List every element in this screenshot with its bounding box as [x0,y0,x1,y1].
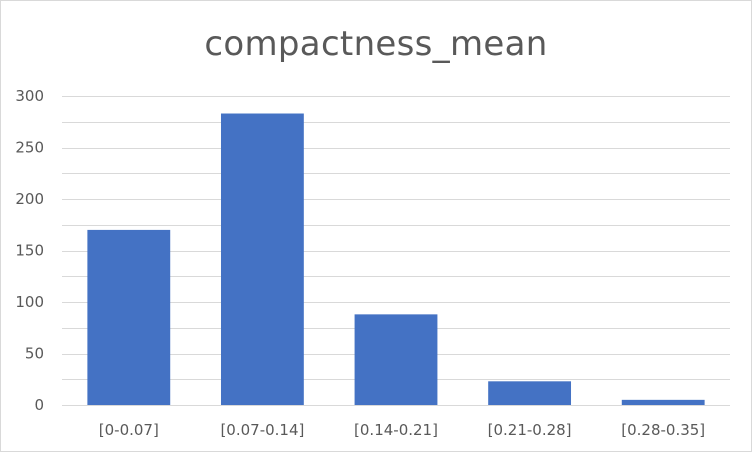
x-tick-label: [0.21-0.28] [488,421,572,439]
y-tick-label: 0 [34,396,44,414]
bar [354,314,438,405]
x-tick-label: [0.07-0.14] [220,421,304,439]
x-tick-label: [0.14-0.21] [354,421,438,439]
chart-title: compactness_mean [204,24,548,64]
y-tick-label: 100 [15,293,44,311]
y-tick-label: 150 [15,242,44,260]
bar [87,229,171,405]
bar [220,113,304,405]
y-tick-label: 250 [15,139,44,157]
x-tick-label: [0-0.07] [99,421,159,439]
y-tick-label: 300 [15,87,44,105]
y-tick-label: 200 [15,190,44,208]
x-tick-label: [0.28-0.35] [621,421,705,439]
bar [621,399,705,405]
bar [488,381,572,405]
y-tick-label: 50 [25,345,44,363]
